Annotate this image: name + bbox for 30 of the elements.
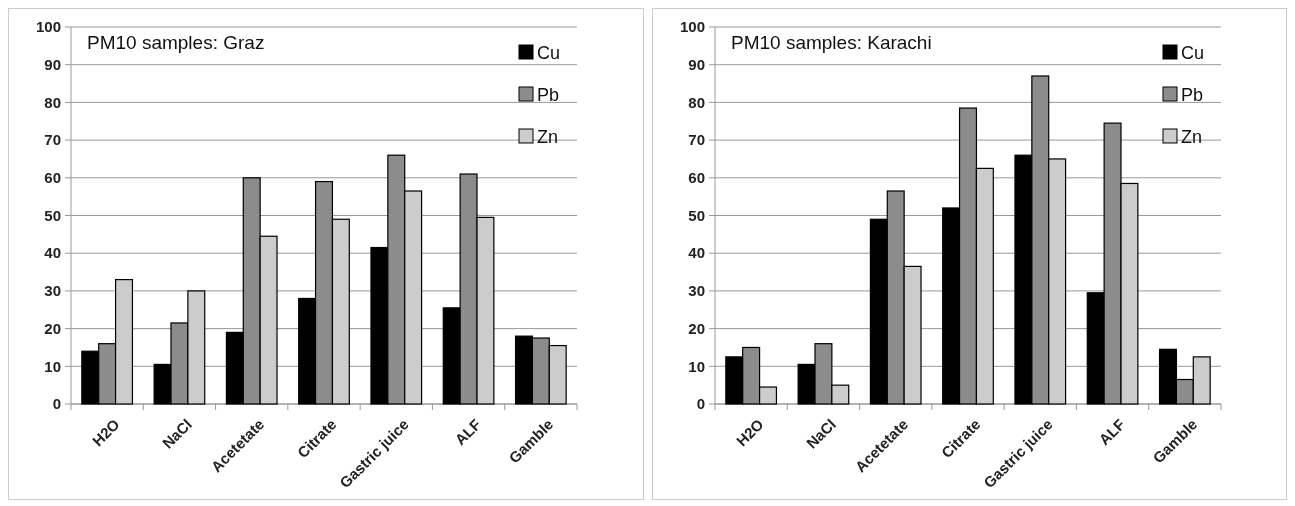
y-tick-label: 60 <box>44 169 61 187</box>
y-tick-label: 10 <box>44 357 61 375</box>
y-tick-label: 100 <box>679 18 705 36</box>
y-tick-label: 90 <box>687 55 705 73</box>
y-tick-label: 90 <box>44 55 61 73</box>
chart-title: PM10 samples: Graz <box>87 32 265 53</box>
y-tick-label: 70 <box>44 131 61 149</box>
legend-label: Zn <box>537 127 559 148</box>
y-tick-label: 50 <box>44 206 61 224</box>
y-tick-label: 70 <box>687 131 705 149</box>
y-tick-label: 80 <box>44 93 61 111</box>
y-tick-label: 10 <box>687 357 705 375</box>
y-tick-label: 40 <box>44 244 61 262</box>
chart-title: PM10 samples: Karachi <box>730 32 932 53</box>
y-tick-label: 100 <box>35 18 61 36</box>
y-tick-label: 30 <box>44 282 61 300</box>
legend-label: Cu <box>537 43 561 64</box>
y-tick-label: 50 <box>687 206 705 224</box>
legend-label: Cu <box>1180 43 1204 64</box>
y-tick-label: 40 <box>687 244 705 262</box>
y-tick-label: 20 <box>44 319 61 337</box>
y-tick-label: 60 <box>687 169 705 187</box>
y-tick-label: 30 <box>687 282 705 300</box>
legend-label: Zn <box>1180 127 1202 148</box>
y-tick-label: 0 <box>52 395 61 413</box>
legend-label: Pb <box>537 85 560 106</box>
y-tick-label: 0 <box>696 395 705 413</box>
legend-label: Pb <box>1180 85 1203 106</box>
y-tick-label: 80 <box>687 93 705 111</box>
y-tick-label: 20 <box>687 319 705 337</box>
